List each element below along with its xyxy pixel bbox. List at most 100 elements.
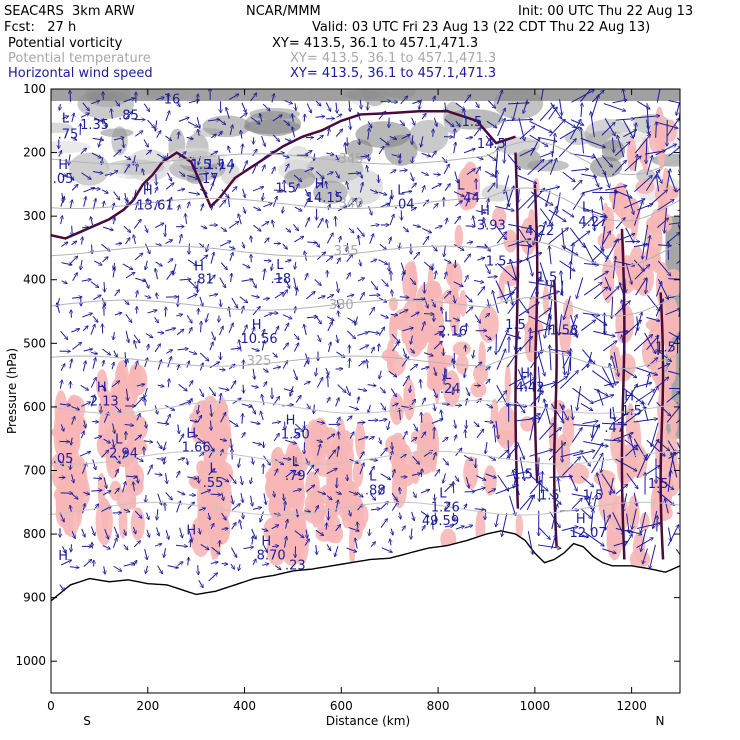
wind-vector <box>307 403 310 409</box>
wind-vector <box>392 441 393 450</box>
wind-vector <box>81 279 91 281</box>
wind-vector <box>559 260 575 271</box>
wind-vector <box>250 93 257 102</box>
wind-vector <box>370 509 380 510</box>
wind-vector <box>528 224 539 236</box>
wind-vector <box>188 350 197 354</box>
wind-vector <box>83 349 93 351</box>
wind-vector <box>199 508 205 510</box>
wind-vector <box>189 243 190 254</box>
wind-vector <box>441 307 442 314</box>
wind-vector <box>82 503 85 514</box>
wind-vector <box>125 314 132 322</box>
wind-vector <box>412 491 416 498</box>
wind-vector <box>507 154 521 170</box>
wind-vector <box>82 237 83 245</box>
wind-vector <box>219 540 220 547</box>
wind-vector <box>198 308 199 315</box>
wind-vector <box>325 256 333 263</box>
wind-vector <box>316 377 322 388</box>
wind-vector <box>99 136 102 147</box>
wind-vector <box>485 473 497 478</box>
wind-vector <box>231 523 237 530</box>
wind-vector <box>368 404 371 413</box>
wind-vector <box>519 495 533 511</box>
wind-vector <box>349 118 350 129</box>
wind-vector <box>145 243 149 254</box>
wind-vector <box>241 475 243 485</box>
org-label: NCAR/MMM <box>246 4 321 19</box>
wind-vector <box>507 281 513 305</box>
wind-vector <box>228 323 233 333</box>
wind-vector <box>473 349 475 358</box>
wind-vector <box>91 490 102 491</box>
wind-vector <box>188 327 192 334</box>
wind-vector <box>411 528 412 539</box>
wind-vector <box>643 402 649 422</box>
hl-label: .88 <box>365 484 386 499</box>
wind-vector <box>239 340 242 352</box>
wind-vector <box>410 312 419 318</box>
wind-vector <box>61 262 73 265</box>
x-tick-label: 0 <box>47 699 55 713</box>
wind-vector <box>197 404 199 414</box>
wind-speed-shading <box>470 381 487 398</box>
wind-vector <box>156 293 157 300</box>
wind-vector <box>441 410 443 420</box>
pv-shading <box>202 115 251 138</box>
hl-label: .24 <box>440 382 461 397</box>
wind-vector <box>113 137 124 141</box>
wind-vector <box>221 528 228 529</box>
wind-vector <box>466 169 475 175</box>
wind-vector <box>230 381 236 390</box>
wind-vector <box>509 404 526 407</box>
wind-vector <box>348 198 356 207</box>
wind-vector <box>421 322 425 331</box>
wind-vector <box>92 316 98 322</box>
wind-vector <box>464 525 473 529</box>
wind-vector <box>145 421 146 428</box>
wind-vector <box>399 297 409 298</box>
hl-label: 2.94 <box>109 447 138 462</box>
wind-vector <box>380 101 390 102</box>
wind-vector <box>166 350 172 354</box>
wind-speed-shading <box>609 343 617 361</box>
wind-vector <box>367 121 372 127</box>
wind-vector <box>178 132 179 140</box>
wind-vector <box>275 459 283 465</box>
wind-vector <box>357 156 368 157</box>
wind-vector <box>443 291 451 299</box>
wind-vector <box>165 135 171 141</box>
hl-label: H <box>624 389 634 404</box>
wind-vector <box>123 544 128 550</box>
wind-vector <box>211 172 214 178</box>
wind-vector <box>465 198 469 207</box>
wind-vector <box>527 245 528 260</box>
wind-vector <box>70 90 71 102</box>
wind-vector <box>122 263 133 270</box>
wind-vector <box>328 204 330 211</box>
wind-vector <box>243 206 245 213</box>
wind-vector <box>412 101 420 105</box>
wind-vector <box>335 524 341 532</box>
wind-vector <box>164 456 166 464</box>
wind-vector <box>167 356 172 368</box>
wind-vector <box>239 520 241 530</box>
hl-label: L <box>292 455 300 470</box>
wind-vector <box>409 277 415 285</box>
wind-vector <box>593 388 608 396</box>
wind-vector <box>464 275 468 283</box>
wind-vector <box>326 523 327 530</box>
wind-vector <box>495 148 498 173</box>
wind-vector <box>272 115 282 122</box>
wind-vector <box>155 261 163 266</box>
wind-vector <box>293 369 297 380</box>
wind-vector <box>261 222 269 227</box>
wind-vector <box>562 171 575 182</box>
wind-vector <box>125 352 126 363</box>
wind-vector <box>378 191 386 195</box>
wind-speed-shading <box>267 465 282 486</box>
wind-vector <box>136 384 145 386</box>
wind-vector <box>260 114 262 122</box>
wind-vector <box>668 527 671 542</box>
